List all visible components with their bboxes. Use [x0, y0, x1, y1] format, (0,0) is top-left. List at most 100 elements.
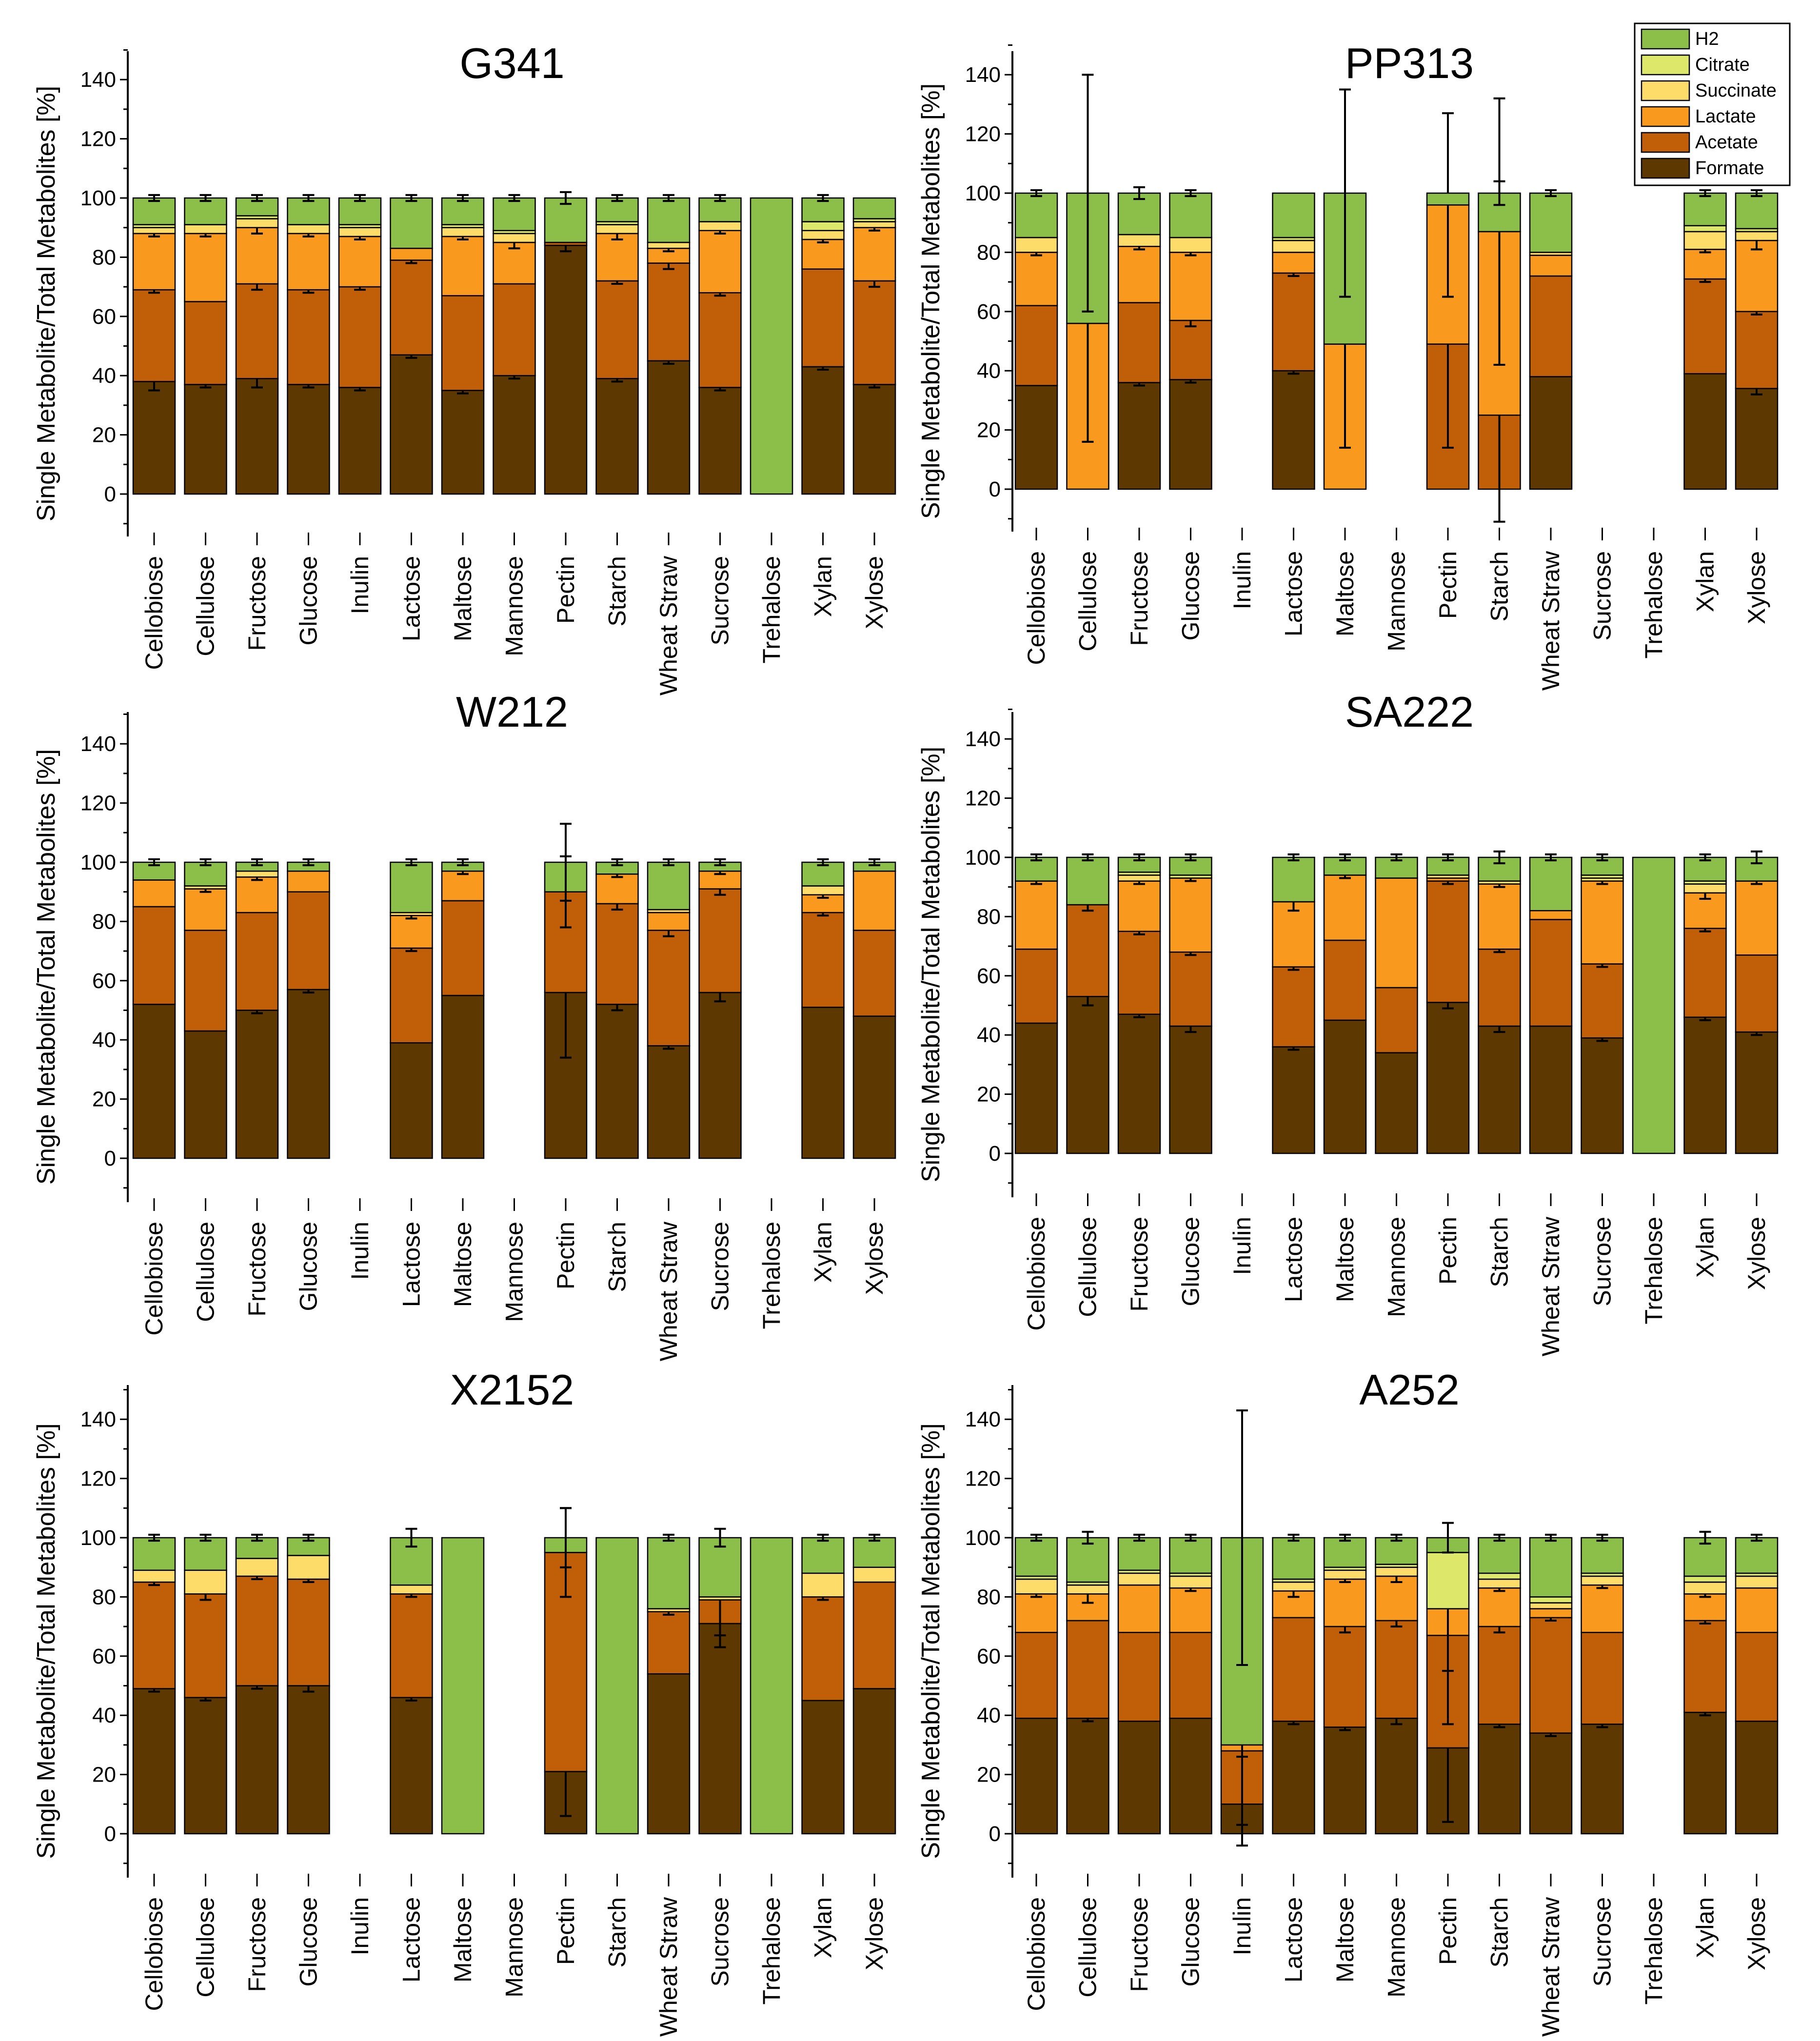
- y-tick-label: 60: [977, 1645, 1001, 1668]
- panel-x2152: X2152 0 20 40 60 80 100 120 140 Single Metabolite…: [32, 1366, 896, 2037]
- bar-segment-lactate: [1581, 880, 1624, 965]
- panel-g341: G341 0 20 40 60 80 100 120 140 Single Metabolite/…: [32, 39, 896, 695]
- bar-segment-acetate: [132, 1581, 176, 1689]
- bar-segment-acetate: [184, 1593, 227, 1699]
- bar-segment-succinate: [1272, 239, 1315, 253]
- bar-fructose: [235, 858, 279, 1159]
- bar-segment-formate: [1014, 1718, 1058, 1835]
- category-label: Cellobiose: [1023, 1897, 1050, 2011]
- category-label: Cellobiose: [1023, 1217, 1050, 1330]
- bar-lactose: [390, 858, 433, 1159]
- category-label: Glucose: [295, 1897, 322, 1986]
- y-tick-label: 40: [977, 1704, 1001, 1727]
- bar-pectin: [1426, 112, 1470, 490]
- panel-title: SA222: [1345, 688, 1474, 736]
- bar-segment-h2: [1426, 192, 1470, 206]
- bar-segment-acetate: [1529, 1617, 1573, 1734]
- bar-segment-h2: [1735, 192, 1779, 230]
- bar-cellobiose: [132, 858, 176, 1159]
- bar-sucrose: [698, 194, 742, 495]
- category-label: Inulin: [346, 556, 374, 614]
- bar-segment-acetate: [1169, 319, 1212, 380]
- bar-segment-formate: [852, 384, 896, 495]
- y-tick-label: 100: [80, 186, 116, 210]
- bar-segment-succinate: [1735, 231, 1779, 241]
- bar-trehalose: [1632, 856, 1676, 1154]
- bar-segment-acetate: [801, 912, 845, 1008]
- panel-title: A252: [1359, 1366, 1460, 1414]
- bar-segment-h2: [750, 197, 793, 495]
- bar-segment-lactate: [1169, 252, 1212, 321]
- bar-segment-formate: [1323, 1019, 1367, 1154]
- bar-fructose: [1117, 853, 1161, 1154]
- category-label: Cellulose: [1074, 1897, 1102, 1998]
- category-label: Trehalose: [758, 556, 785, 663]
- bar-segment-formate: [390, 1697, 433, 1835]
- category-label: Mannose: [501, 556, 528, 656]
- bar-segment-lactate: [1323, 874, 1367, 941]
- bar-cellobiose: [1014, 1533, 1058, 1835]
- bar-segment-h2: [493, 197, 536, 232]
- y-tick-label: 60: [977, 964, 1001, 988]
- bar-segment-acetate: [801, 1596, 845, 1702]
- category-label: Lactose: [1280, 1897, 1307, 1982]
- bar-segment-acetate: [493, 283, 536, 376]
- bar-segment-acetate: [390, 947, 433, 1044]
- bar-segment-lactate: [1375, 1575, 1418, 1622]
- bar-cellulose: [184, 1533, 227, 1835]
- bar-segment-succinate: [235, 870, 279, 878]
- y-tick-label: 0: [989, 1142, 1001, 1166]
- y-tick-label: 80: [92, 245, 116, 269]
- bar-segment-acetate: [1014, 1631, 1058, 1719]
- bar-segment-formate: [184, 384, 227, 495]
- category-label: Maltose: [1331, 1217, 1359, 1302]
- bar-segment-lactate: [390, 247, 433, 261]
- bar-segment-succinate: [184, 1569, 227, 1595]
- bar-cellobiose: [1014, 189, 1058, 490]
- bar-segment-succinate: [235, 218, 279, 228]
- bar-segment-lactate: [1478, 883, 1521, 950]
- bar-segment-lactate: [235, 876, 279, 913]
- y-tick-label: 140: [80, 1407, 116, 1431]
- bar-segment-acetate: [1683, 1620, 1727, 1713]
- category-label: Cellulose: [192, 1222, 219, 1322]
- bar-segment-acetate: [390, 1593, 433, 1699]
- bar-wheat-straw: [647, 858, 691, 1159]
- legend-swatch-formate: [1641, 158, 1690, 179]
- bar-segment-succinate: [1117, 234, 1161, 247]
- bar-segment-lactate: [390, 915, 433, 949]
- bar-xylose: [852, 1533, 896, 1835]
- bar-xylose: [852, 858, 896, 1159]
- y-tick-label: 80: [92, 1585, 116, 1609]
- bar-xylan: [1683, 1530, 1727, 1835]
- bar-lactose: [1272, 192, 1315, 490]
- bar-wheat-straw: [1529, 189, 1573, 490]
- bar-segment-lactate: [1478, 1587, 1521, 1627]
- y-tick-label: 80: [977, 1585, 1001, 1609]
- bar-segment-h2: [441, 197, 485, 225]
- bar-segment-h2: [801, 861, 845, 887]
- bar-segment-formate: [1272, 370, 1315, 490]
- bar-segment-h2: [287, 197, 330, 225]
- bar-cellobiose: [1014, 853, 1058, 1154]
- bar-segment-lactate: [1117, 880, 1161, 932]
- category-label: Wheat Straw: [655, 555, 682, 695]
- bar-cellulose: [1066, 853, 1109, 1154]
- bar-segment-lactate: [441, 236, 485, 297]
- bar-segment-succinate: [132, 1569, 176, 1583]
- category-label: Pectin: [1434, 551, 1462, 619]
- bar-segment-citrate: [1426, 1552, 1470, 1609]
- bar-cellulose: [1066, 1530, 1109, 1835]
- bar-segment-acetate: [132, 906, 176, 1005]
- bar-segment-acetate: [1735, 954, 1779, 1033]
- bar-segment-formate: [698, 991, 742, 1159]
- category-label: Mannose: [501, 1222, 528, 1322]
- bar-segment-acetate: [1117, 302, 1161, 383]
- y-tick-label: 0: [104, 482, 116, 506]
- bar-segment-formate: [1478, 1724, 1521, 1835]
- bar-segment-acetate: [235, 1575, 279, 1686]
- bar-segment-formate: [1683, 1711, 1727, 1835]
- bar-segment-formate: [1066, 996, 1109, 1154]
- panel-w212: W212 0 20 40 60 80 100 120 140 Single Metabolite/…: [32, 688, 896, 1361]
- category-label: Wheat Straw: [1537, 551, 1564, 691]
